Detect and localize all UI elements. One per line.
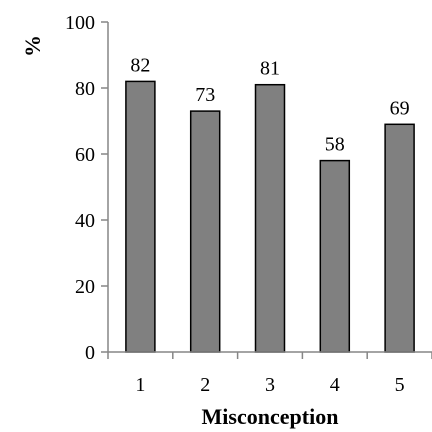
- x-axis-title: Misconception: [202, 404, 339, 429]
- x-tick-label-5: 5: [395, 374, 405, 396]
- bar-4: [319, 159, 351, 353]
- data-label-1: 82: [130, 54, 150, 76]
- y-tick-label: 20: [75, 276, 95, 298]
- bar-5: [384, 123, 415, 353]
- y-tick-label: 40: [75, 210, 95, 232]
- y-tick-label: 0: [85, 342, 95, 364]
- x-tick-label-2: 2: [200, 374, 210, 396]
- data-label-5: 69: [390, 97, 410, 119]
- bars-group: [125, 80, 415, 353]
- data-label-3: 81: [260, 58, 280, 80]
- y-tick-label: 80: [75, 78, 95, 100]
- y-tick-label: 100: [65, 12, 95, 34]
- x-tick-label-3: 3: [265, 374, 275, 396]
- bar-1: [125, 80, 156, 353]
- data-label-2: 73: [195, 84, 215, 106]
- bar-3: [254, 83, 286, 353]
- data-label-4: 58: [325, 134, 345, 156]
- y-tick-label: 60: [75, 144, 95, 166]
- y-axis-title: %: [20, 35, 45, 57]
- x-axis-ticks: 1 2 3 4 5: [107, 352, 432, 396]
- x-tick-label-4: 4: [330, 374, 340, 396]
- bar-2: [189, 110, 221, 353]
- y-axis-ticks: 0 20 40 60 80 100: [65, 12, 108, 364]
- data-labels-group: 82 73 81 58 69: [130, 54, 409, 155]
- x-tick-label-1: 1: [135, 374, 145, 396]
